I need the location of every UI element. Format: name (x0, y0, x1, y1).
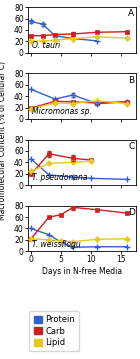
Text: B: B (128, 76, 134, 85)
Text: A: A (128, 9, 134, 18)
Text: D: D (128, 208, 135, 217)
Text: C: C (128, 142, 135, 151)
Text: Macromolecular Content (% of Cellular C): Macromolecular Content (% of Cellular C) (0, 61, 7, 219)
Text: Micromonas sp.: Micromonas sp. (32, 107, 92, 116)
Text: O. tauri: O. tauri (32, 41, 61, 50)
Text: T. pseudonana: T. pseudonana (32, 173, 88, 182)
Text: T. weissflogu: T. weissflogu (32, 239, 81, 248)
Legend: Protein, Carb, Lipid: Protein, Carb, Lipid (29, 311, 79, 351)
X-axis label: Days in N-free Media: Days in N-free Media (42, 267, 122, 276)
